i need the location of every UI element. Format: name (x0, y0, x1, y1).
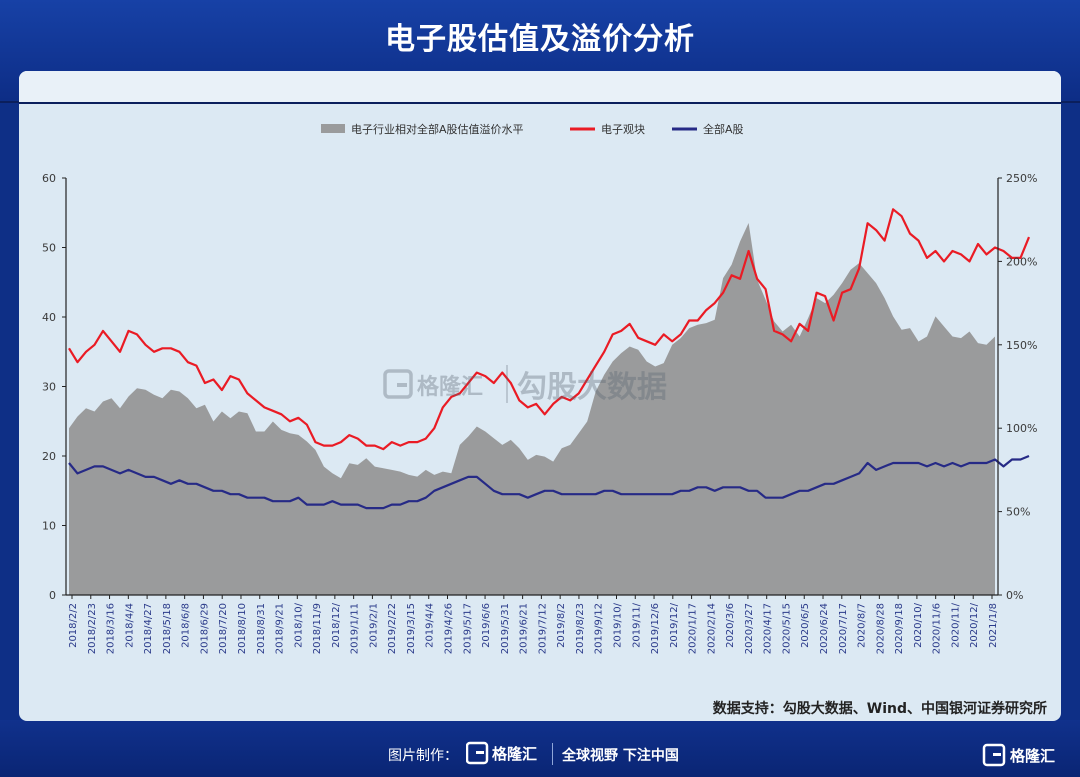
y-right-tick-label: 200% (1006, 255, 1037, 268)
electronics-line (68, 208, 1031, 451)
x-tick-label: 2019/8/23 (575, 603, 586, 654)
y-right-tick-label: 250% (1006, 172, 1037, 185)
x-tick-label: 2019/5/17 (462, 603, 473, 654)
x-tick-label: 2019/2/1 (368, 603, 379, 648)
x-tick-label: 2020/3/27 (744, 603, 755, 654)
x-tick-label: 2019/11/ (631, 602, 642, 648)
x-tick-label: 2020/9/18 (894, 603, 905, 654)
x-tick-label: 2018/3/16 (106, 603, 117, 654)
x-tick-label: 2019/5/31 (500, 603, 511, 654)
y-right-tick-label: 150% (1006, 339, 1037, 352)
y-left-tick-label: 40 (42, 311, 56, 324)
x-tick-label: 2020/6/24 (819, 603, 830, 654)
x-tick-label: 2020/12/ (969, 602, 980, 648)
footer: 图片制作： 格隆汇 全球视野 下注中国 格隆汇 (0, 735, 1080, 775)
x-tick-label: 2019/2/22 (387, 603, 398, 654)
x-tick-label: 2018/2/23 (87, 603, 98, 654)
x-tick-label: 2018/6/8 (181, 603, 192, 648)
y-right-tick-label: 0% (1006, 589, 1023, 602)
watermark-logo-mark (397, 383, 407, 387)
x-tick-label: 2020/1/17 (688, 603, 699, 654)
x-tick-label: 2019/4/26 (444, 603, 455, 654)
panel-header (19, 71, 1061, 104)
x-tick-label: 2021/1/8 (988, 603, 999, 648)
all-a-line (68, 454, 1030, 510)
y-left-tick-label: 30 (42, 381, 56, 394)
y-left-tick-label: 60 (42, 172, 56, 185)
chart: 0 10 20 30 40 50 60 0% 50% 100% 150% 200% 250% 2018/2… (42, 122, 1037, 654)
x-tick-label: 2020/4/17 (763, 603, 774, 654)
x-tick-label: 2019/4/4 (425, 603, 436, 648)
y-right-tick-label: 100% (1006, 422, 1037, 435)
footer-label: 图片制作： (388, 748, 458, 764)
x-tick-label: 2020/8/7 (857, 603, 868, 648)
y-left-tick-label: 20 (42, 450, 56, 463)
watermark-logo-text: 格隆汇 (417, 374, 483, 400)
legend-swatch-area (321, 124, 345, 133)
x-tick-label: 2020/6/5 (800, 603, 811, 648)
corner-logo-icon: 格隆汇 (982, 743, 1055, 767)
x-tick-label: 2018/8/31 (256, 603, 267, 654)
x-tick-label: 2018/12/ (331, 602, 342, 648)
x-tick-label: 2019/9/12 (594, 603, 605, 654)
y-left-tick-label: 0 (49, 589, 56, 602)
logo-icon: 格隆汇 (466, 741, 537, 765)
svg-text:格隆汇: 格隆汇 (1010, 747, 1055, 765)
x-tick-label: 2020/11/6 (932, 603, 943, 654)
watermark-logo-icon (383, 369, 413, 399)
page-title: 电子股估值及溢价分析 (385, 22, 695, 57)
x-tick-label: 2020/2/14 (706, 603, 717, 654)
x-tick-label: 2019/7/12 (537, 603, 548, 654)
x-tick-label: 2018/8/10 (237, 603, 248, 654)
x-tick-label: 2020/5/15 (781, 603, 792, 654)
watermark-text: 勾股大数据 (517, 370, 667, 405)
legend: 电子行业相对全部A股估值溢价水平 电子观块 全部A股 (321, 122, 744, 136)
x-tick-label: 2020/3/6 (725, 603, 736, 648)
x-tick-label: 2018/9/21 (275, 603, 286, 654)
legend-label-all-a: 全部A股 (703, 122, 744, 136)
legend-label-electronics: 电子观块 (601, 123, 645, 136)
x-tick-label: 2018/2/2 (68, 603, 79, 648)
x-tick-label: 2020/7/17 (838, 603, 849, 654)
x-tick-label: 2018/6/29 (199, 603, 210, 654)
footer-slogan: 全球视野 下注中国 (562, 748, 679, 764)
footer-band (0, 720, 1080, 777)
x-tick-label: 2020/11/ (950, 602, 961, 648)
x-tick-label: 2018/11/9 (312, 603, 323, 654)
x-tick-label: 2020/8/28 (875, 603, 886, 654)
footer-separator (552, 743, 553, 765)
y-left-tick-label: 10 (42, 520, 56, 533)
x-tick-label: 2018/4/4 (124, 603, 135, 648)
x-tick-label: 2019/6/21 (519, 603, 530, 654)
x-tick-label: 2019/6/6 (481, 603, 492, 648)
legend-label-area: 电子行业相对全部A股估值溢价水平 (351, 122, 524, 136)
x-tick-label: 2019/1/11 (350, 603, 361, 654)
x-tick-label: 2018/4/27 (143, 603, 154, 654)
x-tick-label: 2018/5/18 (162, 603, 173, 654)
x-tick-label: 2019/3/15 (406, 603, 417, 654)
source-note: 数据支持：勾股大数据、Wind、中国银河证券研究所 (712, 701, 1047, 717)
y-right-tick-label: 50% (1006, 506, 1030, 519)
y-left-tick-label: 50 (42, 242, 56, 255)
x-tick-label: 2020/10/ (913, 602, 924, 648)
svg-text:格隆汇: 格隆汇 (492, 745, 537, 763)
x-tick-label: 2018/10/ (293, 602, 304, 648)
x-tick-label: 2018/7/20 (218, 603, 229, 654)
x-tick-label: 2019/12/ (669, 602, 680, 648)
watermark: 格隆汇 勾股大数据 (383, 365, 667, 405)
x-tick-label: 2019/12/6 (650, 603, 661, 654)
chart-panel: 0 10 20 30 40 50 60 0% 50% 100% 150% 200% 250% 2018/2… (19, 71, 1061, 721)
premium-area (69, 223, 995, 595)
x-tick-label: 2019/10/ (612, 602, 623, 648)
x-tick-label: 2019/8/2 (556, 603, 567, 648)
